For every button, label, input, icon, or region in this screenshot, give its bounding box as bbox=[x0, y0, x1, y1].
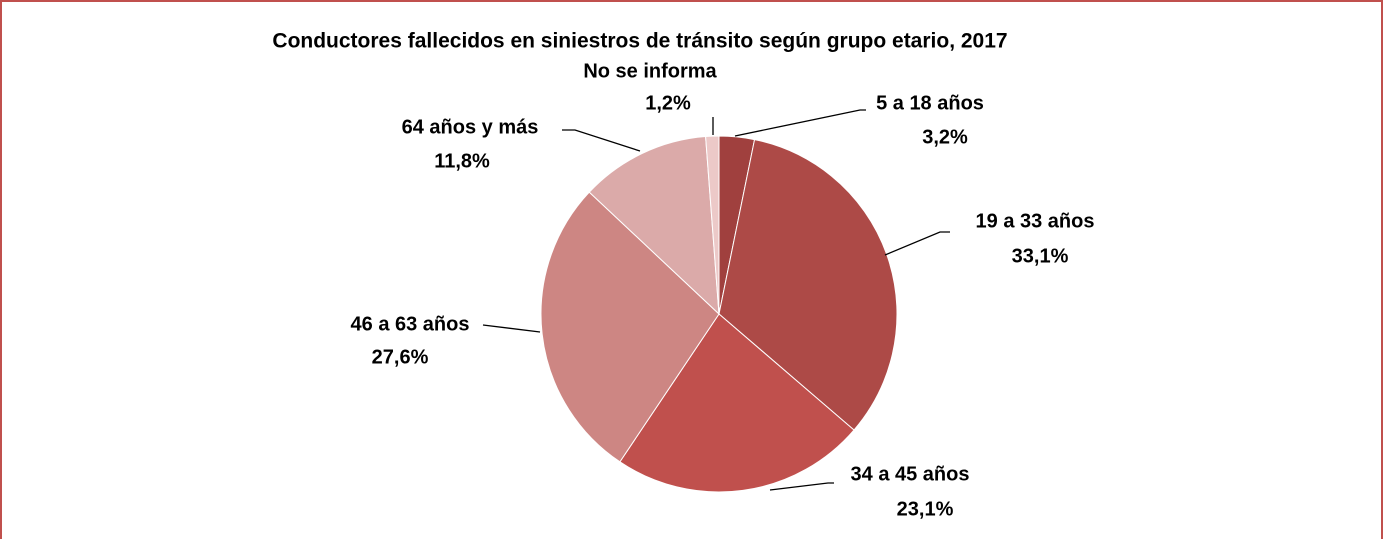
pie-slice bbox=[619, 313, 855, 493]
pie-slice bbox=[718, 138, 898, 431]
slice-label: 19 a 33 años bbox=[976, 210, 1095, 232]
slice-label: No se informa bbox=[583, 60, 717, 82]
slice-label: 64 años y más bbox=[402, 116, 539, 138]
slice-value-label: 33,1% bbox=[1012, 245, 1069, 267]
pie-slice bbox=[588, 135, 720, 316]
leader-line bbox=[734, 109, 866, 137]
leader-line bbox=[482, 324, 541, 333]
leader-line bbox=[562, 129, 641, 152]
chart-title: Conductores fallecidos en siniestros de … bbox=[272, 30, 1007, 53]
slice-value-label: 27,6% bbox=[372, 346, 429, 368]
slice-value-label: 23,1% bbox=[897, 498, 954, 520]
leader-line bbox=[884, 231, 950, 256]
slice-value-label: 1,2% bbox=[645, 92, 691, 114]
slice-label: 34 a 45 años bbox=[851, 463, 970, 485]
slice-label: 5 a 18 años bbox=[876, 92, 984, 114]
slice-value-label: 3,2% bbox=[922, 126, 968, 148]
pie-slice bbox=[705, 135, 720, 315]
slice-label: 46 a 63 años bbox=[351, 313, 470, 335]
leader-line bbox=[769, 482, 834, 491]
slice-value-label: 11,8% bbox=[434, 150, 490, 172]
pie-slice bbox=[540, 191, 720, 463]
